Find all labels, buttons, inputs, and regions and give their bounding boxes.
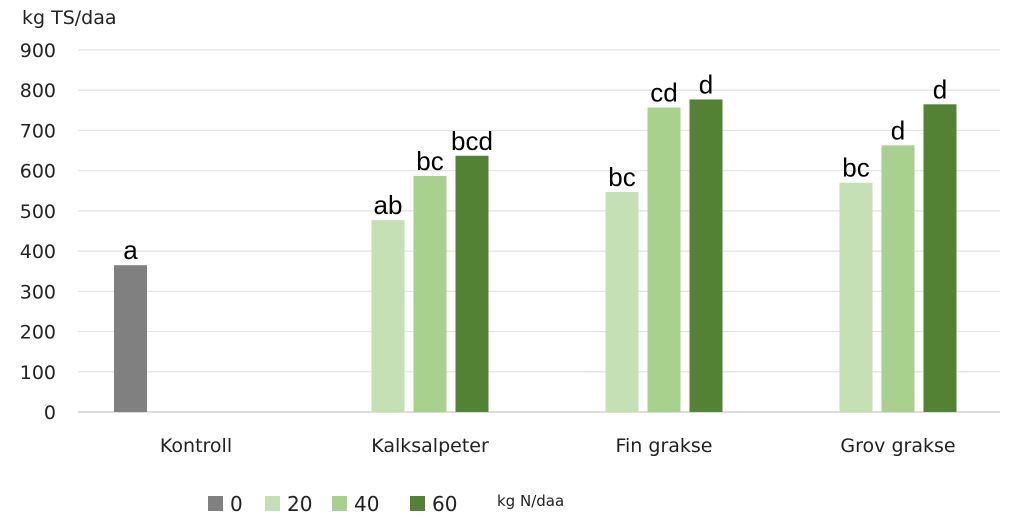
y-tick-label: 200 [20,322,56,344]
bar [881,145,915,412]
significance-label: cd [650,78,677,108]
legend-swatch [332,496,347,511]
x-axis-categories: Kontroll Kalksalpeter Fin grakse Grov graks… [160,435,956,457]
bar [413,175,447,412]
y-tick-label: 100 [20,362,56,384]
significance-label: bc [608,162,635,192]
x-category-label: Kontroll [160,435,232,457]
y-tick-label: 800 [20,80,56,102]
y-tick-label: 900 [20,40,56,62]
significance-label: d [699,69,713,99]
y-tick-label: 700 [20,120,56,142]
significance-label: d [933,74,947,104]
bar [647,107,681,413]
legend-label: 60 [432,492,457,516]
significance-label: a [123,235,138,265]
y-tick-label: 600 [20,161,56,183]
legend-label: 40 [354,492,379,516]
legend-label: 0 [230,492,243,516]
y-axis-ticks: 0 100 200 300 400 500 600 700 800 900 [20,40,56,424]
gridlines [78,49,1000,413]
legend-label: 20 [287,492,312,516]
y-axis-label: kg TS/daa [22,7,117,29]
legend-unit-label: kg N/daa [497,492,564,510]
bars [114,99,957,413]
bar [455,155,489,413]
y-tick-label: 300 [20,281,56,303]
x-category-label: Grov grakse [840,435,955,457]
x-category-label: Kalksalpeter [371,435,489,457]
y-tick-label: 400 [20,241,56,263]
significance-label: ab [374,190,403,220]
legend-swatch [265,496,280,511]
y-tick-label: 500 [20,201,56,223]
significance-label: bc [842,153,869,183]
bar [839,182,873,412]
x-category-label: Fin grakse [615,435,712,457]
bar [371,220,405,412]
bar [689,99,723,413]
bar [923,104,957,413]
significance-label: d [891,115,905,145]
legend-swatch [410,496,425,511]
legend-swatch [208,496,223,511]
significance-label: bcd [451,126,493,156]
bar [114,265,147,412]
legend: 0 20 40 60 kg N/daa [208,492,564,516]
y-tick-label: 0 [44,402,56,424]
significance-label: bc [416,146,443,176]
bar [605,191,639,412]
